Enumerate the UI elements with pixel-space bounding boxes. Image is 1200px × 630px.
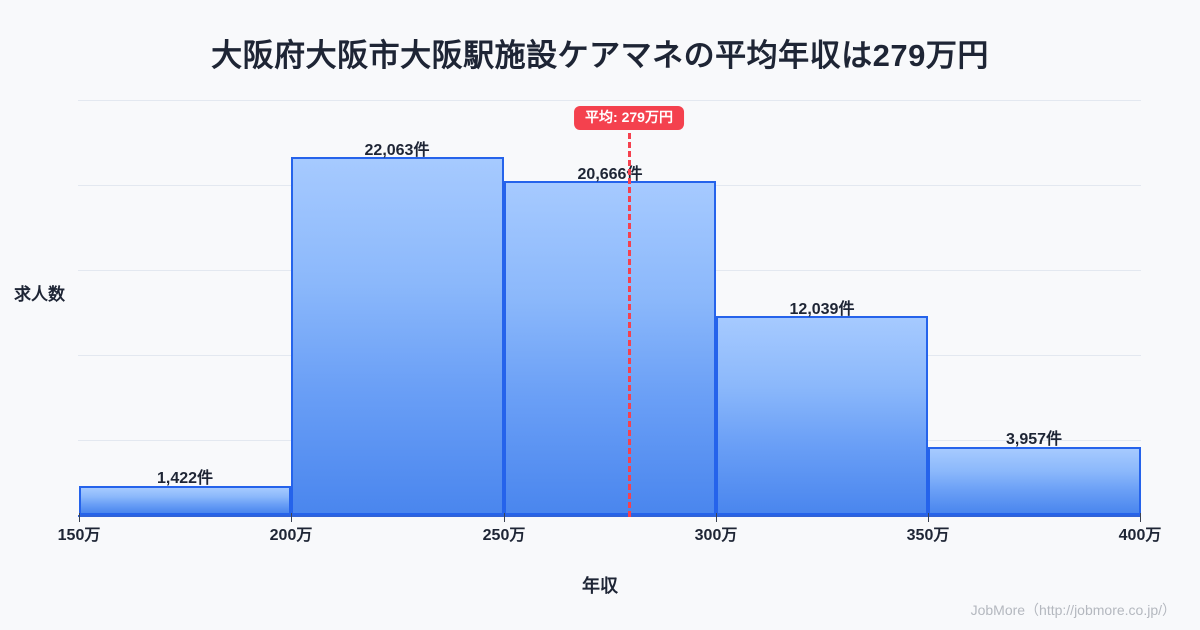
y-axis-label: 求人数 [14,285,65,304]
x-tick-label: 350万 [906,527,950,544]
gridline [78,100,1141,101]
x-tick-label: 400万 [1118,527,1162,544]
x-tick-mark [1140,513,1141,522]
histogram-bar [291,157,504,515]
histogram-bar [504,181,716,515]
x-tick-mark [291,513,292,522]
bar-value-label: 3,957件 [1005,431,1063,448]
mean-badge: 平均: 279万円 [574,106,684,131]
x-tick-label: 200万 [269,527,313,544]
x-axis-label: 年収 [582,576,618,596]
x-tick-mark [716,513,717,522]
x-tick-label: 250万 [482,527,526,544]
bar-value-label: 20,666件 [577,166,643,183]
mean-dashed-line [628,133,631,517]
bar-value-label: 1,422件 [156,470,214,487]
x-axis-line [78,515,1141,517]
x-tick-label: 300万 [694,527,738,544]
x-tick-label: 150万 [57,527,101,544]
bar-value-label: 22,063件 [364,142,430,159]
x-tick-mark [504,513,505,522]
x-tick-mark [79,513,80,522]
histogram-bar [928,447,1141,515]
watermark-footer: JobMore（http://jobmore.co.jp/） [970,602,1176,618]
histogram-bar [79,486,291,515]
bar-value-label: 12,039件 [789,301,855,318]
histogram-bar [716,316,928,515]
page-title: 大阪府大阪市大阪駅施設ケアマネの平均年収は279万円 [211,38,989,73]
x-tick-mark [928,513,929,522]
